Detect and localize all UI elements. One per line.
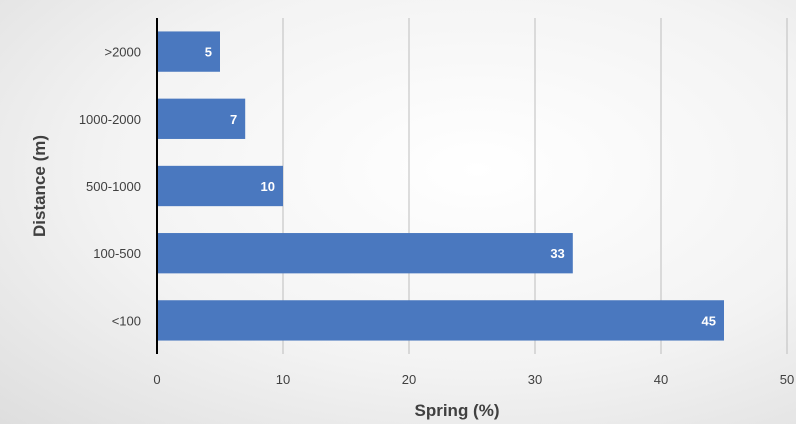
x-tick-label: 50 xyxy=(780,372,794,387)
data-labels: 45 33 10 7 5 xyxy=(205,45,716,329)
bar xyxy=(157,165,283,207)
data-label: 10 xyxy=(261,179,275,194)
bar xyxy=(157,98,246,139)
data-label: 7 xyxy=(230,112,237,127)
x-tick-label: 10 xyxy=(276,372,290,387)
category-label: 500-1000 xyxy=(86,179,141,194)
data-label: 45 xyxy=(702,313,716,328)
x-tick-label: 30 xyxy=(528,372,542,387)
category-label: <100 xyxy=(112,313,141,328)
x-tick-label: 40 xyxy=(654,372,668,387)
x-tick-labels: 0 10 20 30 40 50 xyxy=(153,372,794,387)
category-labels: <100 100-500 500-1000 1000-2000 >2000 xyxy=(79,45,141,329)
bars xyxy=(157,31,724,341)
bar xyxy=(157,31,220,72)
bar xyxy=(157,233,573,274)
category-label: 100-500 xyxy=(93,246,141,261)
category-label: 1000-2000 xyxy=(79,112,141,127)
x-tick-label: 20 xyxy=(402,372,416,387)
x-tick-label: 0 xyxy=(153,372,160,387)
y-axis-title: Distance (m) xyxy=(30,135,49,237)
category-label: >2000 xyxy=(104,45,141,60)
x-axis-title: Spring (%) xyxy=(415,401,500,420)
gridlines xyxy=(282,18,788,354)
data-label: 5 xyxy=(205,45,212,60)
data-label: 33 xyxy=(550,246,564,261)
bar xyxy=(157,300,724,341)
